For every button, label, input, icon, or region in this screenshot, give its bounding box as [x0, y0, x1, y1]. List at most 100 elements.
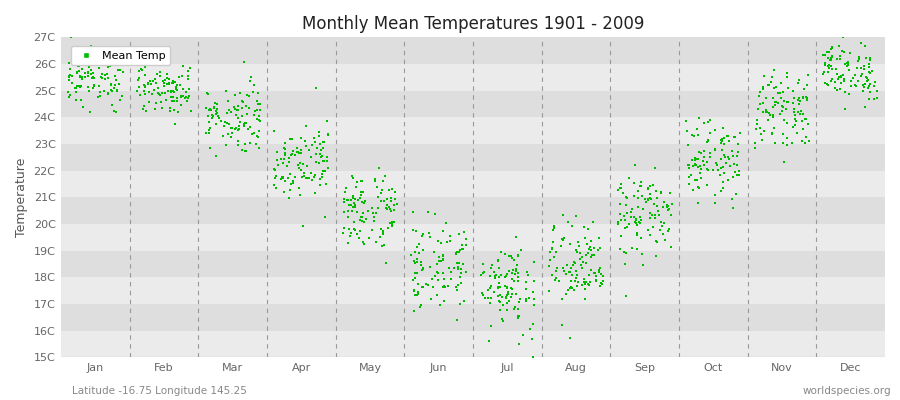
Point [130, 88, 144, 95]
Point [773, 90, 788, 96]
Point [450, 260, 464, 266]
Point [682, 165, 697, 171]
Point [64, 34, 78, 40]
Point [294, 134, 309, 141]
Point [691, 200, 706, 206]
Point [706, 167, 721, 173]
Point [570, 247, 584, 253]
Point [850, 78, 865, 84]
Point [717, 154, 732, 160]
Point [420, 208, 435, 215]
Point [799, 116, 814, 122]
Point [708, 147, 723, 154]
Point [455, 246, 470, 252]
Point [382, 220, 397, 226]
Point [169, 98, 184, 104]
Point [103, 54, 117, 61]
Point [700, 139, 715, 145]
Point [859, 74, 873, 80]
Point [176, 86, 190, 92]
Point [61, 77, 76, 84]
Point [103, 63, 117, 70]
Point [514, 246, 528, 253]
Point [825, 54, 840, 60]
Point [658, 237, 672, 243]
Point [312, 182, 327, 188]
Point [592, 235, 607, 242]
Point [304, 177, 319, 183]
Point [661, 202, 675, 208]
Point [630, 230, 644, 236]
Point [512, 312, 526, 319]
Point [713, 172, 727, 178]
Point [575, 254, 590, 260]
Point [183, 65, 197, 72]
Point [754, 131, 769, 137]
Point [443, 232, 457, 239]
Point [511, 253, 526, 260]
Point [382, 204, 396, 210]
Point [164, 94, 178, 100]
Point [81, 60, 95, 66]
Point [415, 233, 429, 239]
Point [555, 264, 570, 271]
Point [408, 260, 422, 266]
Point [436, 298, 451, 305]
Point [575, 258, 590, 265]
Point [822, 64, 836, 71]
Point [311, 128, 326, 135]
Point [487, 268, 501, 275]
Point [824, 54, 839, 61]
Point [633, 183, 647, 190]
Point [302, 174, 316, 181]
Point [276, 144, 291, 151]
Point [107, 60, 122, 66]
Point [584, 238, 598, 244]
Point [428, 248, 442, 255]
Point [478, 295, 492, 302]
Point [790, 80, 805, 86]
Point [209, 153, 223, 159]
Point [158, 77, 172, 83]
Point [209, 111, 223, 117]
Point [166, 107, 181, 113]
Point [700, 119, 715, 125]
Point [641, 186, 655, 192]
Point [694, 165, 708, 172]
Point [581, 246, 596, 252]
Point [199, 130, 213, 136]
Point [748, 140, 762, 146]
Point [776, 104, 790, 110]
Point [527, 295, 542, 302]
Point [139, 84, 153, 90]
Point [344, 197, 358, 203]
Point [493, 249, 508, 256]
Point [169, 85, 184, 92]
Point [228, 92, 242, 99]
Point [309, 150, 323, 157]
Point [377, 242, 392, 248]
Point [644, 232, 658, 238]
Point [154, 99, 168, 105]
Point [243, 140, 257, 146]
Point [583, 267, 598, 274]
Point [697, 154, 711, 160]
Point [221, 107, 236, 114]
Point [503, 253, 517, 260]
Point [863, 70, 878, 76]
Point [801, 72, 815, 78]
Point [778, 159, 792, 166]
Point [617, 248, 632, 255]
Point [71, 68, 86, 74]
Point [454, 270, 468, 277]
Point [374, 198, 388, 204]
Point [406, 227, 420, 233]
Point [575, 264, 590, 271]
Point [451, 282, 465, 288]
Point [218, 119, 232, 126]
Point [209, 120, 223, 127]
Point [709, 160, 724, 166]
Point [346, 226, 361, 232]
Point [787, 106, 801, 112]
Point [639, 198, 653, 205]
